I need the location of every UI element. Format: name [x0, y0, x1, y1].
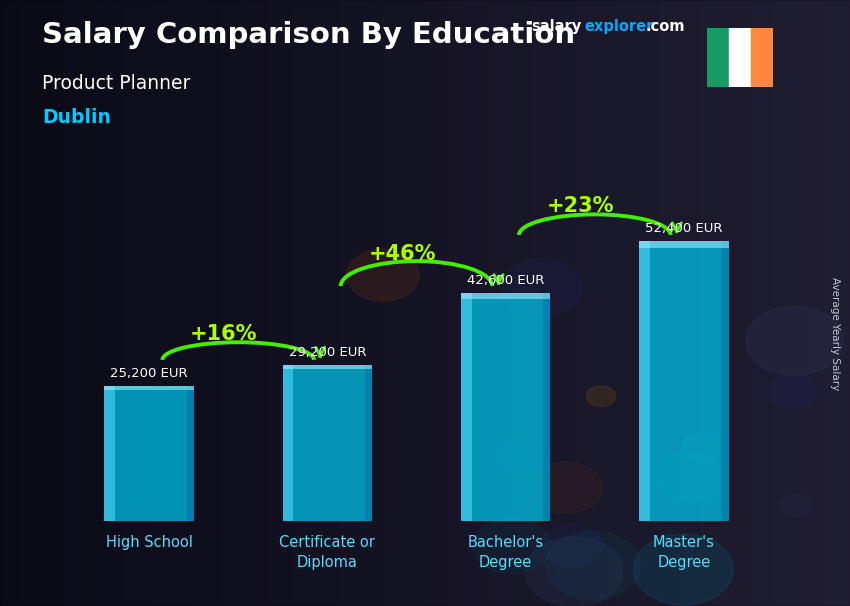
Text: +46%: +46%	[369, 244, 436, 264]
Circle shape	[586, 386, 615, 407]
Text: 25,200 EUR: 25,200 EUR	[110, 367, 188, 380]
Text: Salary Comparison By Education: Salary Comparison By Education	[42, 21, 575, 49]
Text: 29,200 EUR: 29,200 EUR	[289, 345, 366, 359]
Text: salary: salary	[531, 19, 581, 35]
Bar	[365, 365, 372, 521]
Bar	[283, 365, 372, 369]
Bar	[461, 293, 550, 299]
Bar	[722, 241, 728, 521]
Bar	[543, 293, 550, 521]
Circle shape	[769, 375, 816, 408]
Bar	[105, 387, 194, 521]
Circle shape	[497, 441, 544, 474]
Text: Average Yearly Salary: Average Yearly Salary	[830, 277, 840, 390]
Text: 52,400 EUR: 52,400 EUR	[645, 222, 722, 235]
Bar	[707, 28, 729, 87]
Text: +23%: +23%	[547, 196, 615, 216]
Bar	[105, 387, 194, 390]
Circle shape	[501, 259, 582, 317]
Circle shape	[683, 432, 724, 462]
Circle shape	[473, 518, 551, 574]
Text: +16%: +16%	[190, 324, 258, 344]
Bar	[461, 293, 550, 521]
Bar	[639, 241, 650, 521]
Text: Product Planner: Product Planner	[42, 74, 191, 93]
Bar	[105, 387, 116, 521]
Bar	[283, 365, 293, 521]
Circle shape	[347, 249, 419, 301]
Circle shape	[541, 524, 603, 567]
Circle shape	[657, 452, 726, 501]
Bar	[283, 365, 372, 521]
Bar	[186, 387, 194, 521]
Circle shape	[780, 494, 813, 517]
Text: 42,600 EUR: 42,600 EUR	[467, 274, 544, 287]
Text: Dublin: Dublin	[42, 108, 111, 127]
Circle shape	[530, 462, 603, 513]
Text: explorer: explorer	[584, 19, 654, 35]
Bar	[729, 28, 751, 87]
Text: .com: .com	[645, 19, 684, 35]
Circle shape	[633, 534, 734, 605]
Circle shape	[746, 306, 843, 376]
Bar	[639, 241, 728, 521]
Bar	[751, 28, 774, 87]
Bar	[461, 293, 472, 521]
Circle shape	[525, 537, 623, 606]
Bar	[639, 241, 728, 248]
Circle shape	[546, 531, 641, 599]
